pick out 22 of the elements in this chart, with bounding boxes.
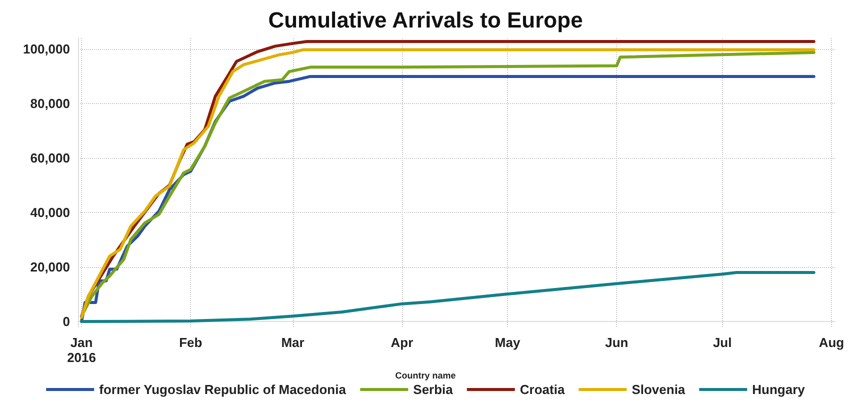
y-tick-label: 20,000 [30, 260, 70, 275]
x-tick-label: May [494, 335, 521, 350]
x-tick-label: Aug [818, 335, 844, 350]
x-tick-label: Mar [281, 335, 304, 350]
line-series [80, 270, 816, 324]
y-tick-label: 0 [62, 314, 70, 330]
x-tick-label: Jul [712, 335, 732, 350]
x-tick-label: Jan 2016 [67, 335, 96, 365]
x-tick-label: Feb [179, 335, 202, 350]
y-tick-label: 60,000 [30, 150, 70, 166]
legend-label: former Yugoslav Republic of Macedonia [99, 382, 347, 397]
x-tick-label: Jun [605, 335, 628, 350]
y-tick-label: 40,000 [30, 204, 70, 220]
legend-label: Hungary [752, 382, 806, 397]
legend-label: Serbia [413, 382, 454, 397]
y-tick-label: 100,000 [23, 41, 70, 56]
y-tick-label: 80,000 [30, 96, 70, 111]
x-tick-label: Apr [390, 335, 414, 350]
legend-label: Slovenia [632, 382, 686, 397]
legend-title: Country name [395, 370, 456, 380]
chart-title: Cumulative Arrivals to Europe [268, 8, 583, 32]
legend-label: Croatia [520, 382, 566, 397]
